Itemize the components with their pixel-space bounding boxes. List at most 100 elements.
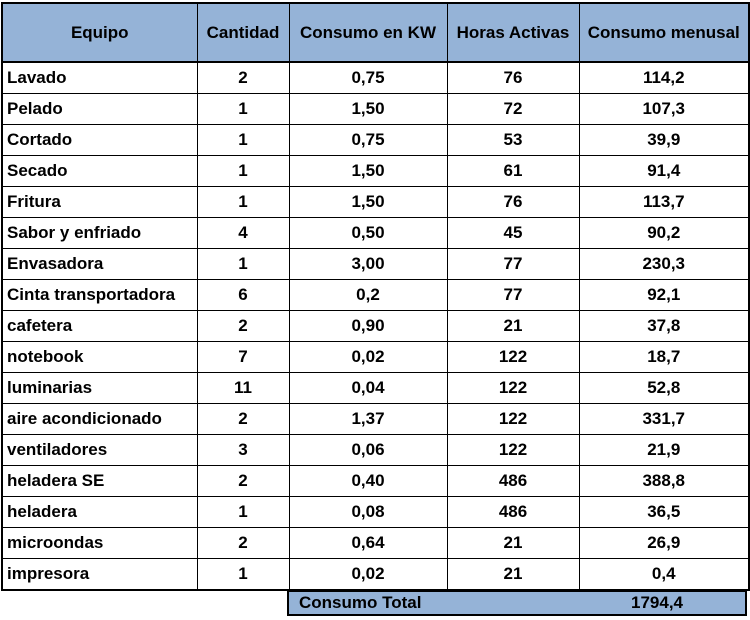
cell-horas-activas: 45 bbox=[446, 217, 580, 249]
cell-consumo-kw: 0,08 bbox=[288, 496, 448, 528]
cell-horas-activas: 21 bbox=[446, 310, 580, 342]
cell-consumo-mensual: 114,2 bbox=[578, 61, 750, 94]
cell-consumo-kw: 0,02 bbox=[288, 341, 448, 373]
cell-cantidad: 1 bbox=[196, 124, 290, 156]
cell-equipo: luminarias bbox=[1, 372, 198, 404]
total-row: Consumo Total 1794,4 bbox=[287, 590, 747, 616]
cell-consumo-kw: 0,02 bbox=[288, 558, 448, 591]
cell-consumo-mensual: 388,8 bbox=[578, 465, 750, 497]
cell-horas-activas: 53 bbox=[446, 124, 580, 156]
table-row: heladera 1 0,08 486 36,5 bbox=[1, 496, 750, 528]
cell-consumo-mensual: 39,9 bbox=[578, 124, 750, 156]
cell-horas-activas: 61 bbox=[446, 155, 580, 187]
table-row: Lavado 2 0,75 76 114,2 bbox=[1, 61, 750, 94]
table-row: luminarias 11 0,04 122 52,8 bbox=[1, 372, 750, 404]
table-header: Equipo Cantidad Consumo en KW Horas Acti… bbox=[1, 2, 750, 63]
cell-cantidad: 1 bbox=[196, 248, 290, 280]
cell-consumo-kw: 0,75 bbox=[288, 61, 448, 94]
cell-equipo: microondas bbox=[1, 527, 198, 559]
table-row: cafetera 2 0,90 21 37,8 bbox=[1, 310, 750, 342]
cell-cantidad: 6 bbox=[196, 279, 290, 311]
cell-cantidad: 7 bbox=[196, 341, 290, 373]
cell-consumo-mensual: 18,7 bbox=[578, 341, 750, 373]
cell-equipo: ventiladores bbox=[1, 434, 198, 466]
table-row: Secado 1 1,50 61 91,4 bbox=[1, 155, 750, 187]
cell-horas-activas: 486 bbox=[446, 496, 580, 528]
cell-consumo-kw: 3,00 bbox=[288, 248, 448, 280]
cell-horas-activas: 72 bbox=[446, 93, 580, 125]
cell-equipo: heladera SE bbox=[1, 465, 198, 497]
cell-horas-activas: 77 bbox=[446, 279, 580, 311]
cell-equipo: Envasadora bbox=[1, 248, 198, 280]
cell-horas-activas: 76 bbox=[446, 186, 580, 218]
cell-consumo-mensual: 21,9 bbox=[578, 434, 750, 466]
cell-consumo-kw: 0,2 bbox=[288, 279, 448, 311]
cell-horas-activas: 21 bbox=[446, 558, 580, 591]
cell-consumo-mensual: 37,8 bbox=[578, 310, 750, 342]
cell-horas-activas: 76 bbox=[446, 61, 580, 94]
cell-horas-activas: 122 bbox=[446, 372, 580, 404]
table-row: Sabor y enfriado 4 0,50 45 90,2 bbox=[1, 217, 750, 249]
cell-equipo: aire acondicionado bbox=[1, 403, 198, 435]
cell-consumo-mensual: 0,4 bbox=[578, 558, 750, 591]
cell-horas-activas: 122 bbox=[446, 341, 580, 373]
cell-cantidad: 3 bbox=[196, 434, 290, 466]
cell-consumo-mensual: 331,7 bbox=[578, 403, 750, 435]
cell-cantidad: 2 bbox=[196, 527, 290, 559]
cell-cantidad: 2 bbox=[196, 465, 290, 497]
cell-consumo-mensual: 91,4 bbox=[578, 155, 750, 187]
cell-consumo-kw: 0,04 bbox=[288, 372, 448, 404]
table-row: Pelado 1 1,50 72 107,3 bbox=[1, 93, 750, 125]
cell-horas-activas: 122 bbox=[446, 403, 580, 435]
cell-consumo-mensual: 52,8 bbox=[578, 372, 750, 404]
table-row: microondas 2 0,64 21 26,9 bbox=[1, 527, 750, 559]
cell-cantidad: 1 bbox=[196, 496, 290, 528]
cell-consumo-kw: 1,37 bbox=[288, 403, 448, 435]
cell-consumo-kw: 0,90 bbox=[288, 310, 448, 342]
cell-cantidad: 11 bbox=[196, 372, 290, 404]
header-cantidad: Cantidad bbox=[196, 2, 290, 63]
cell-equipo: Sabor y enfriado bbox=[1, 217, 198, 249]
cell-consumo-kw: 0,06 bbox=[288, 434, 448, 466]
cell-horas-activas: 122 bbox=[446, 434, 580, 466]
cell-consumo-mensual: 92,1 bbox=[578, 279, 750, 311]
table-row: heladera SE 2 0,40 486 388,8 bbox=[1, 465, 750, 497]
cell-consumo-mensual: 26,9 bbox=[578, 527, 750, 559]
cell-consumo-mensual: 90,2 bbox=[578, 217, 750, 249]
cell-horas-activas: 21 bbox=[446, 527, 580, 559]
table-body: Lavado 2 0,75 76 114,2 Pelado 1 1,50 72 107,3 Cort… bbox=[1, 61, 750, 591]
cell-equipo: notebook bbox=[1, 341, 198, 373]
cell-consumo-mensual: 113,7 bbox=[578, 186, 750, 218]
cell-consumo-kw: 0,40 bbox=[288, 465, 448, 497]
header-consumo-kw: Consumo en KW bbox=[288, 2, 448, 63]
cell-equipo: cafetera bbox=[1, 310, 198, 342]
cell-cantidad: 4 bbox=[196, 217, 290, 249]
header-consumo-mensual: Consumo menusal bbox=[578, 2, 750, 63]
cell-consumo-mensual: 36,5 bbox=[578, 496, 750, 528]
cell-equipo: Fritura bbox=[1, 186, 198, 218]
cell-equipo: impresora bbox=[1, 558, 198, 591]
consumption-table: Equipo Cantidad Consumo en KW Horas Acti… bbox=[1, 2, 750, 591]
cell-cantidad: 2 bbox=[196, 403, 290, 435]
cell-consumo-kw: 0,75 bbox=[288, 124, 448, 156]
cell-cantidad: 1 bbox=[196, 186, 290, 218]
table-row: Cortado 1 0,75 53 39,9 bbox=[1, 124, 750, 156]
table-row: Cinta transportadora 6 0,2 77 92,1 bbox=[1, 279, 750, 311]
cell-cantidad: 1 bbox=[196, 93, 290, 125]
cell-cantidad: 1 bbox=[196, 155, 290, 187]
cell-equipo: Cinta transportadora bbox=[1, 279, 198, 311]
cell-equipo: Pelado bbox=[1, 93, 198, 125]
cell-horas-activas: 486 bbox=[446, 465, 580, 497]
cell-cantidad: 2 bbox=[196, 310, 290, 342]
cell-horas-activas: 77 bbox=[446, 248, 580, 280]
cell-consumo-kw: 1,50 bbox=[288, 93, 448, 125]
cell-consumo-kw: 1,50 bbox=[288, 155, 448, 187]
total-label: Consumo Total bbox=[299, 593, 422, 612]
cell-consumo-kw: 0,64 bbox=[288, 527, 448, 559]
cell-equipo: Cortado bbox=[1, 124, 198, 156]
cell-cantidad: 2 bbox=[196, 61, 290, 94]
table-row: aire acondicionado 2 1,37 122 331,7 bbox=[1, 403, 750, 435]
cell-equipo: Lavado bbox=[1, 61, 198, 94]
header-equipo: Equipo bbox=[1, 2, 198, 63]
